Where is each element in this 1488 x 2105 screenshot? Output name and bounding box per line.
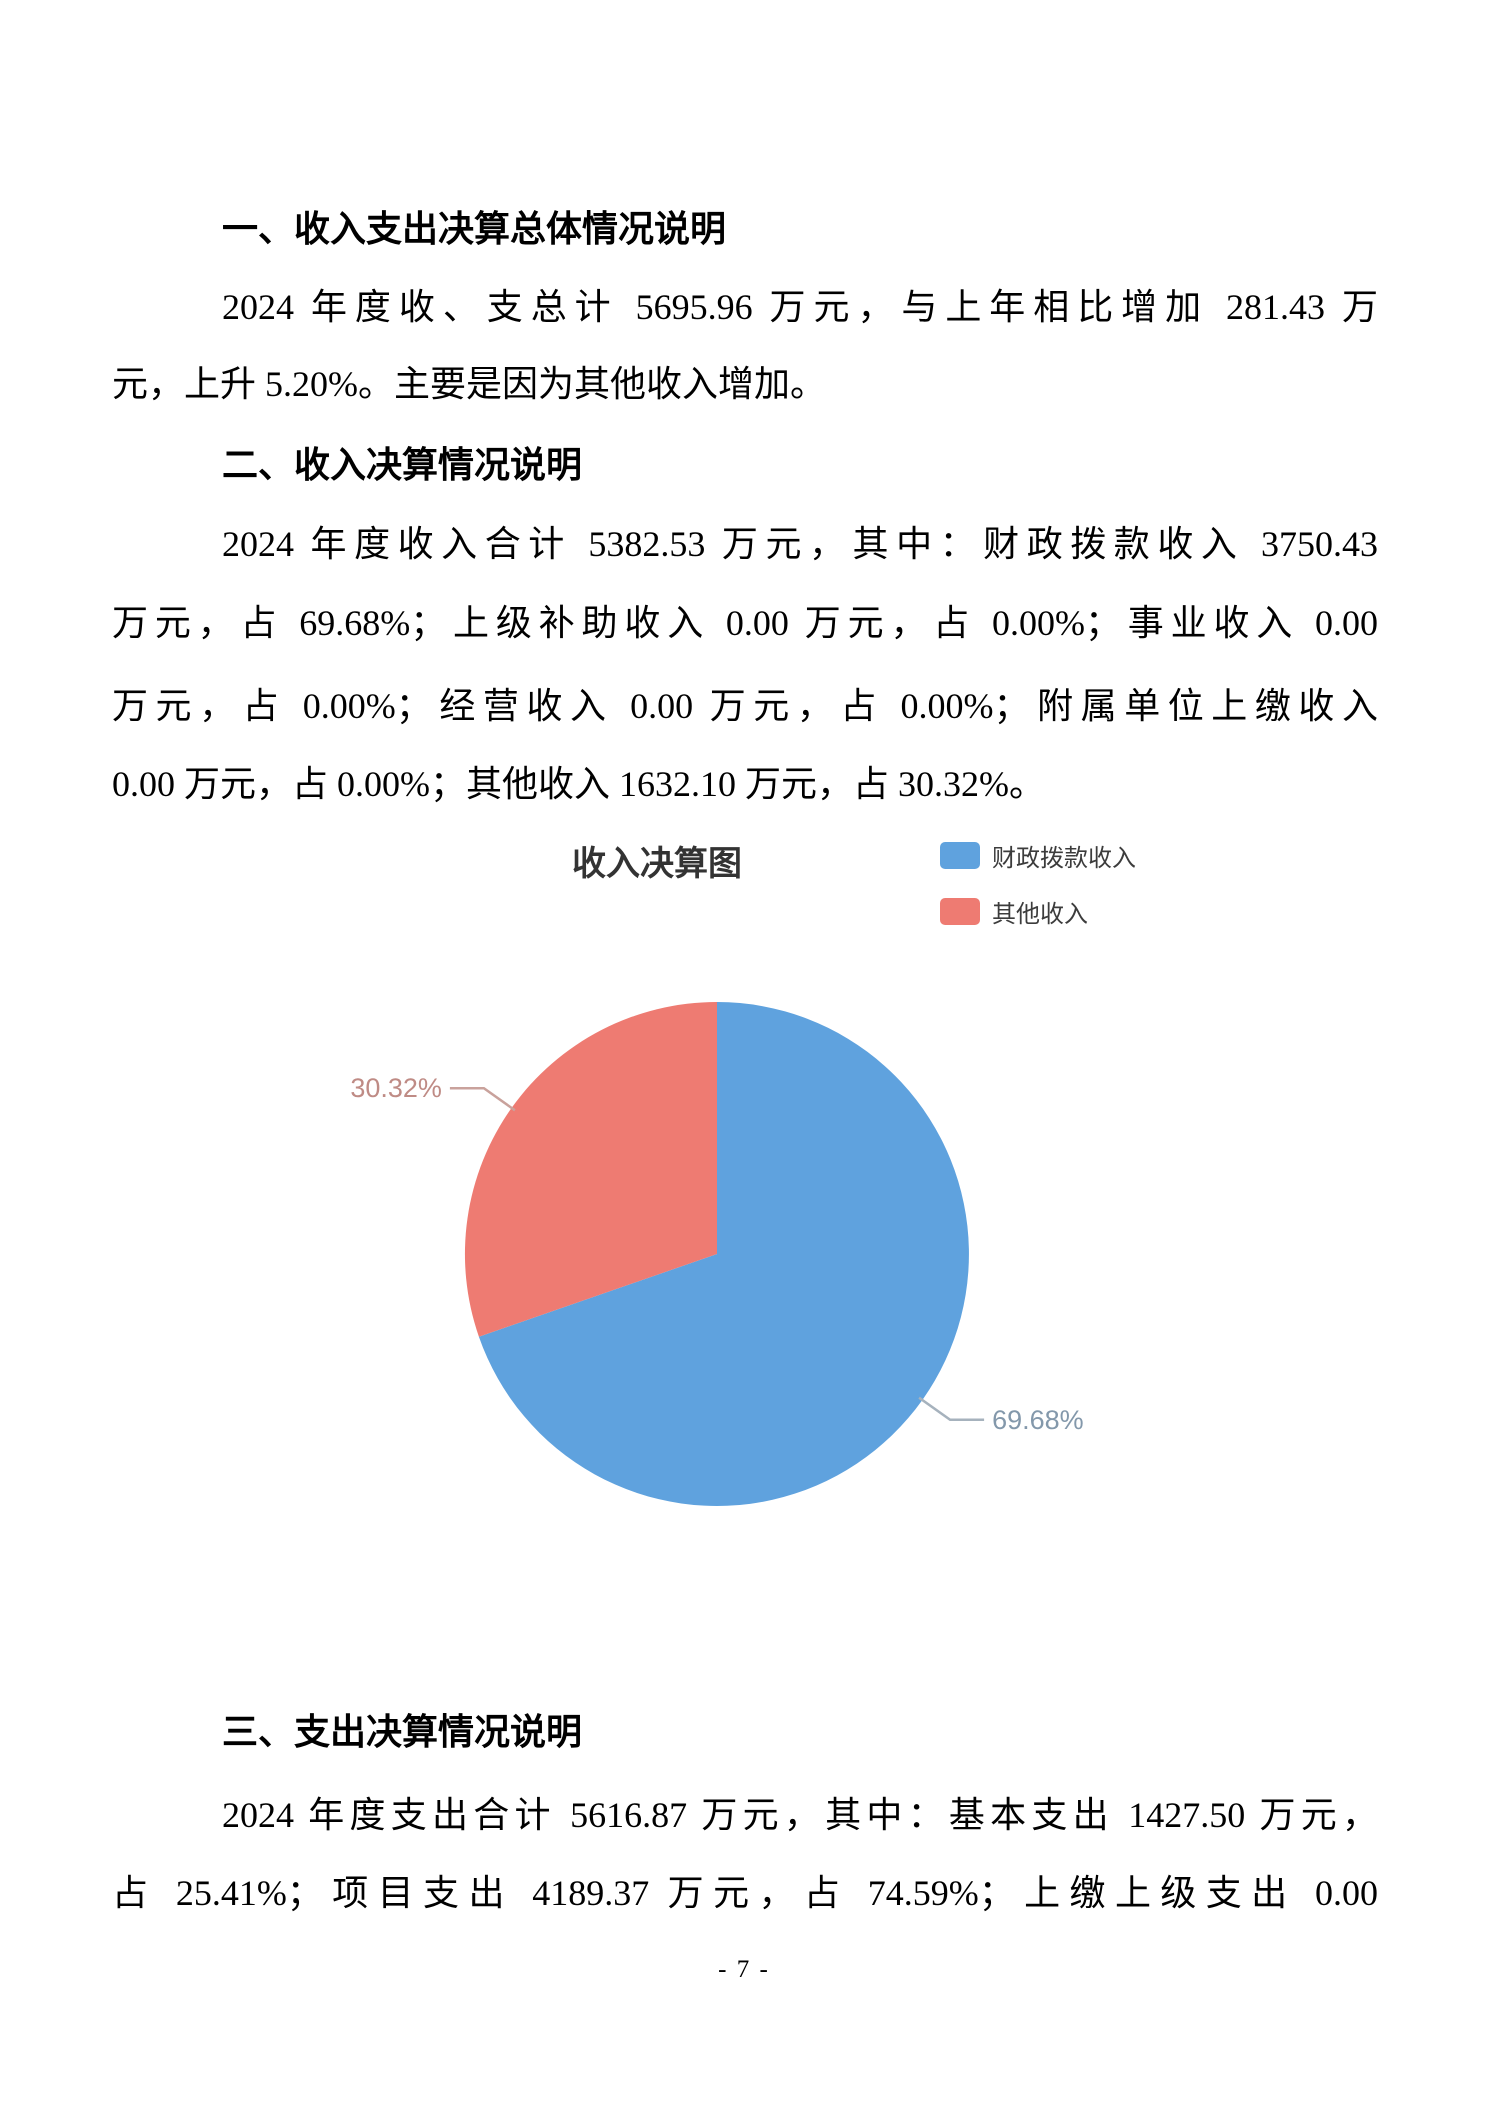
pie-slice-0 (478, 1002, 969, 1506)
section-3-heading: 三、支出决算情况说明 (222, 1711, 583, 1752)
chart-title: 收入决算图 (572, 845, 742, 883)
legend-label-other-income: 其他收入 (992, 901, 1088, 928)
section-2-line-3: 万元，占 0.00%；经营收入 0.00 万元，占 0.00%；附属单位上缴收入 (112, 686, 1378, 726)
page-number: - 7 - (718, 1956, 770, 1983)
section-1-line-1: 2024 年度收、支总计 5695.96 万元，与上年相比增加 281.43 万 (222, 287, 1378, 327)
section-3-line-2: 占 25.41%；项目支出 4189.37 万元，占 74.59%；上缴上级支出… (112, 1873, 1378, 1913)
section-1-heading: 一、收入支出决算总体情况说明 (222, 208, 727, 249)
pie-slice-label-0: 69.68% (992, 1405, 1084, 1435)
pie-label-leader-line-1 (449, 1086, 516, 1112)
section-2-line-1: 2024 年度收入合计 5382.53 万元，其中：财政拨款收入 3750.43 (222, 524, 1378, 564)
section-2-heading: 二、收入决算情况说明 (222, 444, 583, 485)
pie-label-leader-line-0 (918, 1396, 985, 1422)
income-pie-chart: 69.68% 30.32% (350, 1002, 1084, 1506)
legend-swatch-blue-icon (940, 842, 980, 869)
legend-label-fiscal-appropriation: 财政拨款收入 (992, 845, 1136, 872)
section-2-line-4: 0.00 万元，占 0.00%；其他收入 1632.10 万元，占 30.32%… (112, 764, 1045, 804)
section-1-line-2: 元，上升 5.20%。主要是因为其他收入增加。 (112, 364, 826, 404)
pie-slice-1 (464, 1002, 717, 1337)
pie-slice-label-1: 30.32% (350, 1073, 442, 1103)
section-3-line-1: 2024 年度支出合计 5616.87 万元，其中：基本支出 1427.50 万… (222, 1795, 1378, 1835)
legend-swatch-red-icon (940, 898, 980, 925)
legend-item-fiscal-appropriation: 财政拨款收入 (940, 838, 1136, 873)
section-2-line-2: 万元，占 69.68%；上级补助收入 0.00 万元，占 0.00%；事业收入 … (112, 603, 1378, 643)
chart-legend: 财政拨款收入 其他收入 (940, 838, 1136, 950)
legend-item-other-income: 其他收入 (940, 894, 1136, 929)
